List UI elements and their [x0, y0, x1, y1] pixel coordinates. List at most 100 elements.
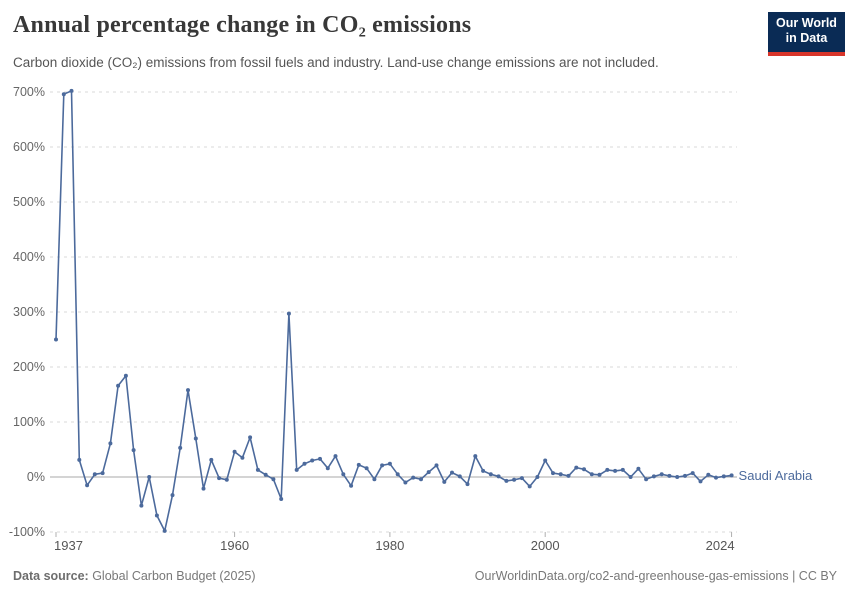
x-axis-tick-label: 2000 [531, 538, 560, 553]
data-point [279, 497, 284, 501]
data-point [170, 493, 175, 498]
data-point [729, 473, 734, 478]
chart-subtitle: Carbon dioxide (CO₂) emissions from foss… [13, 55, 659, 70]
footer-citation-link[interactable]: OurWorldinData.org/co2-and-greenhouse-ga… [474, 569, 837, 583]
entity-label: Saudi Arabia [739, 468, 813, 483]
data-point [131, 448, 136, 453]
data-point [310, 458, 315, 463]
data-point [411, 475, 416, 480]
data-point [442, 479, 447, 484]
y-axis-tick-label: 300% [13, 305, 45, 319]
data-point [574, 465, 579, 470]
owid-logo-line1: Our World [776, 16, 837, 30]
data-point [597, 472, 602, 477]
data-point [294, 467, 299, 472]
data-point [512, 477, 517, 482]
data-point [201, 486, 206, 491]
data-point [154, 513, 159, 518]
data-point [651, 474, 656, 479]
y-axis-tick-label: 0% [27, 470, 45, 484]
data-source-label: Data source: [13, 569, 89, 583]
y-axis-tick-label: -100% [9, 525, 45, 539]
x-axis-tick-label: 1960 [220, 538, 249, 553]
chart-footer: Data source: Global Carbon Budget (2025)… [13, 566, 837, 586]
data-point [706, 472, 711, 477]
data-point [139, 503, 144, 508]
data-point [527, 484, 532, 489]
data-point [535, 475, 540, 479]
data-point [100, 471, 105, 476]
data-point [232, 449, 237, 454]
x-axis-tick-label: 1937 [54, 538, 83, 553]
y-axis-tick-label: 500% [13, 195, 45, 209]
data-point [457, 474, 462, 479]
data-point [77, 457, 82, 462]
y-axis-tick-label: 700% [13, 85, 45, 99]
data-point [426, 470, 431, 475]
page-title: Annual percentage change in CO₂ emission… [13, 12, 472, 38]
data-point [325, 466, 330, 471]
x-axis-tick-label: 2024 [706, 538, 735, 553]
x-axis-tick-label: 1980 [375, 538, 404, 553]
data-point [255, 467, 260, 472]
data-point [380, 463, 385, 468]
data-point [636, 466, 641, 471]
data-point [582, 467, 586, 472]
data-point [667, 473, 672, 478]
data-point [341, 472, 346, 477]
y-axis-tick-label: 100% [13, 415, 45, 429]
data-point [721, 474, 726, 479]
data-point [193, 436, 198, 441]
data-point [450, 470, 454, 475]
data-point [589, 472, 594, 477]
data-point [162, 528, 167, 533]
data-point [224, 477, 229, 482]
data-source: Data source: Global Carbon Budget (2025) [13, 569, 256, 583]
data-point [92, 472, 97, 477]
data-point [108, 441, 113, 446]
data-point [519, 476, 524, 481]
data-point [659, 472, 664, 477]
data-point [248, 435, 253, 440]
data-point [465, 482, 470, 487]
data-source-value: Global Carbon Budget (2025) [88, 569, 256, 583]
data-point [488, 472, 493, 477]
data-point [356, 462, 361, 467]
data-point [217, 476, 222, 481]
data-point [186, 388, 190, 393]
data-point [683, 473, 687, 478]
data-point [271, 477, 276, 482]
data-point [620, 467, 625, 472]
data-point [263, 472, 268, 477]
data-point [481, 468, 486, 473]
data-point [372, 477, 377, 482]
data-point [349, 483, 354, 488]
data-point [178, 445, 183, 450]
chart-canvas: -100% 0% 100% 200% 300% 400% 500% 600% 700% 1937 1… [9, 85, 813, 553]
data-point [69, 88, 74, 93]
data-point [551, 471, 555, 476]
data-point [613, 468, 618, 473]
data-point [714, 475, 718, 480]
data-point [558, 472, 563, 477]
data-point [403, 480, 408, 485]
data-point [690, 471, 695, 476]
data-point [286, 311, 291, 316]
data-point [318, 456, 322, 461]
data-point [496, 474, 501, 479]
data-point [302, 461, 307, 466]
data-point [387, 461, 392, 466]
owid-logo: Our World in Data [768, 12, 845, 56]
data-point [85, 483, 90, 488]
data-point [147, 475, 152, 479]
data-point [123, 373, 128, 378]
data-point [54, 337, 58, 342]
data-point [116, 383, 121, 388]
series-line [55, 90, 732, 532]
data-point [209, 457, 214, 462]
data-point [605, 467, 610, 472]
data-point [543, 458, 548, 463]
data-point [628, 475, 633, 479]
data-point [473, 454, 478, 459]
